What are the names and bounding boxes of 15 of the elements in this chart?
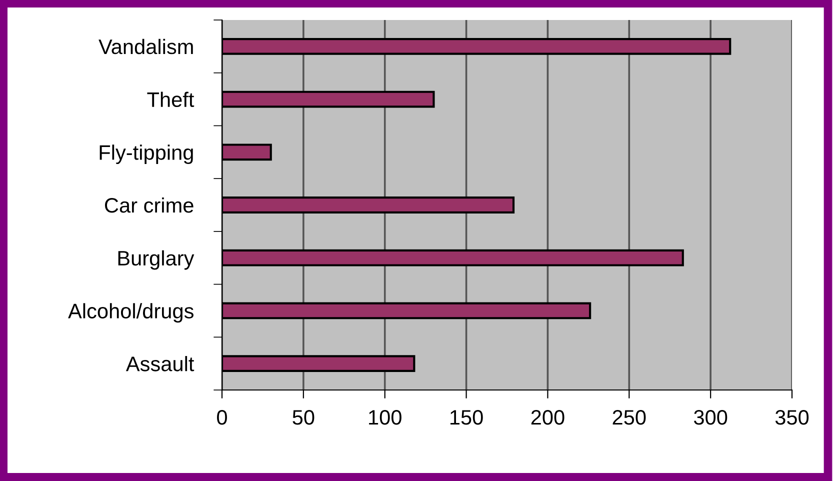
x-tick-label: 50 xyxy=(292,410,314,425)
y-tick-label: Assault xyxy=(126,356,194,372)
x-tick-label: 150 xyxy=(450,410,483,425)
y-tick-label: Burglary xyxy=(118,250,194,270)
x-tick-label: 100 xyxy=(369,410,402,425)
y-tick-label: Alcohol/drugs xyxy=(68,303,194,323)
y-tick-label: Fly-tipping xyxy=(100,144,193,164)
x-tick-label: 300 xyxy=(694,410,728,425)
x-tick-label: 200 xyxy=(531,410,564,425)
x-tick-label: 350 xyxy=(775,410,809,425)
y-tick-label: Car crime xyxy=(105,197,194,213)
y-tick-label: Vandalism xyxy=(98,38,193,54)
y-tick-label: Theft xyxy=(147,92,194,108)
x-tick-label: 250 xyxy=(612,410,646,425)
x-tick-label: 0 xyxy=(217,410,227,425)
